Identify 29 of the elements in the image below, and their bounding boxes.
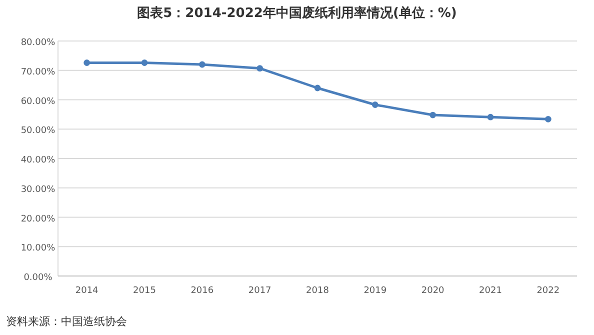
y-tick-label: 20.00% xyxy=(20,214,56,224)
x-tick-label: 2015 xyxy=(133,286,156,296)
point xyxy=(141,60,148,66)
x-tick-label: 2021 xyxy=(479,286,502,296)
y-tick-label: 30.00% xyxy=(20,184,56,195)
y-tick-label: 10.00% xyxy=(20,244,56,254)
point xyxy=(544,116,552,122)
y-tick-label: 80.00% xyxy=(20,38,56,48)
text: 资料来源：中国造纸协会 xyxy=(6,315,127,328)
point xyxy=(314,84,321,92)
y-tick-label: 50.00% xyxy=(20,126,56,136)
x-tick-label: 2018 xyxy=(306,286,330,296)
x-tick-label: 2022 xyxy=(536,286,560,296)
point xyxy=(198,61,206,68)
chart-title: 图表5：2014-2022年中国废纸利用率情况(单位：%) xyxy=(137,5,457,21)
point xyxy=(487,114,494,120)
y-tick-label: 70.00% xyxy=(20,67,56,78)
x-tick-label: 2016 xyxy=(190,286,214,296)
point xyxy=(256,65,264,72)
y-tick-label: 40.00% xyxy=(20,156,56,166)
point xyxy=(372,102,378,108)
x-tick-label: 2020 xyxy=(421,286,445,296)
y-tick-label: 0.00% xyxy=(24,273,53,283)
x-tick-label: 2017 xyxy=(248,286,272,296)
y-tick-label: 60.00% xyxy=(20,96,56,107)
x-tick-label: 2014 xyxy=(75,286,99,296)
x-tick-label: 2019 xyxy=(364,286,387,296)
point xyxy=(84,60,90,66)
point xyxy=(430,112,436,118)
